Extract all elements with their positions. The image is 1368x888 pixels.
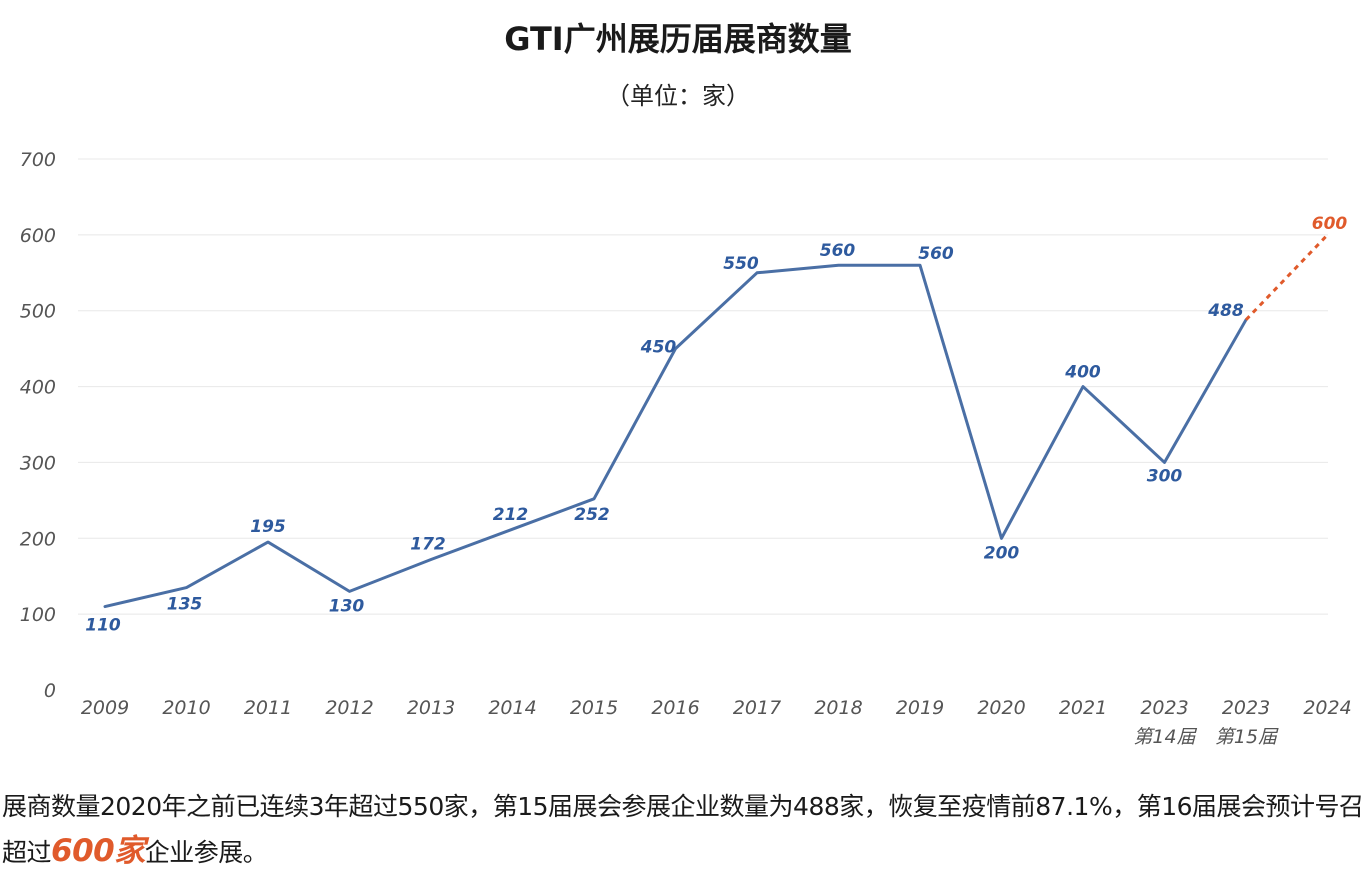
data-label: 135 (167, 595, 203, 615)
y-tick-label: 400 (20, 377, 56, 399)
x-tick-label: 2009 (81, 697, 129, 719)
x-tick-label: 2024 (1303, 697, 1351, 719)
data-label: 550 (723, 254, 759, 274)
x-tick-label: 2017 (733, 697, 781, 719)
x-tick-label: 2013 (407, 697, 455, 719)
x-tick-label: 2015 (570, 697, 618, 719)
data-label: 200 (984, 543, 1020, 563)
x-tick-sublabel: 第15届 (1215, 726, 1279, 748)
y-tick-label: 200 (20, 528, 56, 550)
data-label: 252 (574, 505, 610, 525)
chart-subtitle: （单位：家） (606, 82, 750, 110)
chart-title: GTI广州展历届展商数量 (504, 20, 852, 58)
series-line (103, 263, 1248, 609)
forecast-data-label: 600 (1312, 214, 1348, 234)
data-label: 450 (640, 338, 677, 358)
caption-highlight: 600家 (51, 833, 145, 869)
data-label: 400 (1064, 363, 1101, 383)
y-tick-label: 500 (20, 301, 56, 323)
x-tick-label: 2019 (896, 697, 944, 719)
x-tick-label: 2011 (244, 697, 292, 719)
x-tick-label: 2010 (162, 697, 210, 719)
y-tick-label: 700 (20, 149, 56, 171)
data-label: 212 (493, 505, 529, 525)
line-chart: 0 100 200 300 400 500 600 700 2009 2010 2011 2012 20… (20, 149, 1352, 748)
data-label: 300 (1147, 466, 1183, 486)
y-tick-label: 0 (44, 680, 56, 702)
y-tick-label: 300 (20, 452, 56, 474)
data-label: 560 (918, 244, 954, 264)
x-tick-label: 2020 (977, 697, 1025, 719)
caption-text-2: 企业参展。 (144, 838, 268, 867)
caption-text-1: 展商数量2020年之前已连续3年超过550家，第15届展会参展企业数量为488家… (2, 792, 1364, 867)
x-tick-label: 2023 (1222, 697, 1270, 719)
x-tick-label: 2012 (325, 697, 373, 719)
x-tick-sublabel: 第14届 (1133, 726, 1197, 748)
data-label: 130 (329, 596, 365, 616)
x-tick-label: 2014 (488, 697, 536, 719)
x-tick-label: 2016 (651, 697, 699, 719)
data-label: 488 (1207, 301, 1244, 321)
forecast-line (1244, 233, 1329, 321)
x-tick-label: 2018 (814, 697, 862, 719)
y-tick-label: 100 (20, 604, 56, 626)
caption-paragraph: 展商数量2020年之前已连续3年超过550家，第15届展会参展企业数量为488家… (2, 785, 1364, 875)
data-label: 172 (410, 535, 446, 555)
data-label: 195 (250, 517, 286, 537)
data-label: 560 (820, 241, 856, 261)
x-tick-label: 2021 (1059, 697, 1107, 719)
y-tick-label: 600 (20, 225, 56, 247)
data-label: 110 (85, 616, 121, 636)
x-tick-label: 2023 (1140, 697, 1188, 719)
